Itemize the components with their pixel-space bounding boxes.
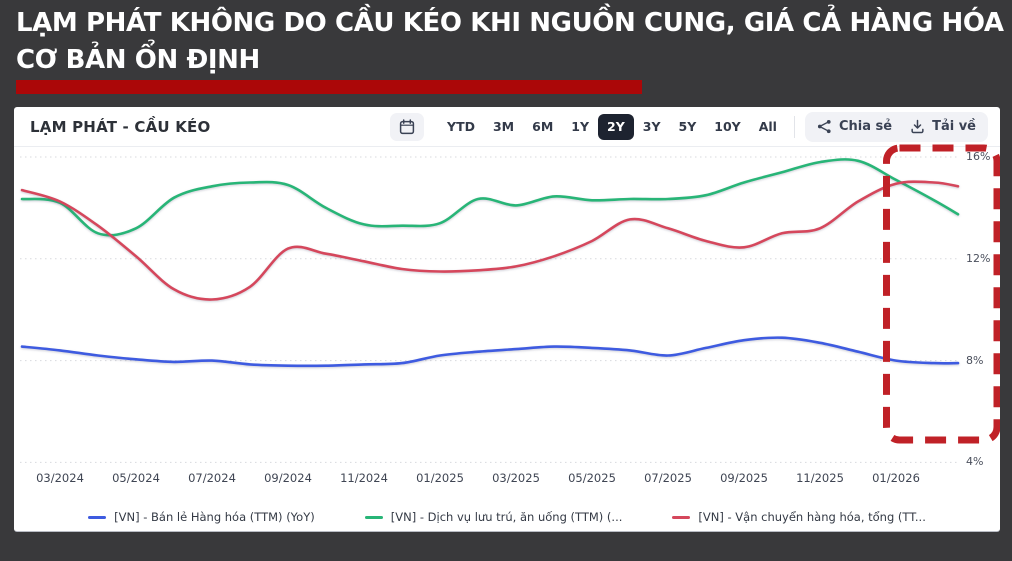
time-range-group: YTD 3M 6M 1Y 2Y 3Y 5Y 10Y All <box>438 113 786 140</box>
share-button[interactable]: Chia sẻ <box>817 119 892 134</box>
y-tick-label: 4% <box>966 455 984 468</box>
chart-panel-header: LẠM PHÁT - CẦU KÉO YTD 3M 6M 1Y 2Y 3Y 5Y 10Y All <box>14 107 1000 147</box>
download-button[interactable]: Tải về <box>910 119 976 134</box>
range-button-all[interactable]: All <box>750 114 786 140</box>
y-tick-label: 8% <box>966 354 984 367</box>
headline-underline-bar <box>16 80 642 94</box>
range-button-5y[interactable]: 5Y <box>670 114 706 140</box>
line-chart <box>20 144 1000 463</box>
legend-swatch <box>672 515 691 519</box>
x-tick-label: 07/2024 <box>188 471 236 485</box>
legend-swatch <box>88 515 107 519</box>
x-tick-label: 07/2025 <box>644 471 692 485</box>
x-tick-label: 09/2025 <box>720 471 768 485</box>
x-tick-label: 01/2025 <box>416 471 464 485</box>
legend-item-2[interactable]: [VN] - Vận chuyển hàng hóa, tổng (TT... <box>672 510 926 524</box>
legend-label: [VN] - Bán lẻ Hàng hóa (TTM) (YoY) <box>114 510 315 524</box>
range-button-6m[interactable]: 6M <box>523 114 562 140</box>
x-tick-label: 11/2024 <box>340 471 388 485</box>
chart-panel: LẠM PHÁT - CẦU KÉO YTD 3M 6M 1Y 2Y 3Y 5Y 10Y All <box>14 107 1000 532</box>
range-button-3m[interactable]: 3M <box>484 114 523 140</box>
x-tick-label: 09/2024 <box>264 471 312 485</box>
download-icon <box>910 119 925 134</box>
legend-label: [VN] - Vận chuyển hàng hóa, tổng (TT... <box>698 510 926 524</box>
calendar-button[interactable] <box>390 112 425 141</box>
y-tick-label: 12% <box>966 252 991 265</box>
x-tick-label: 11/2025 <box>796 471 844 485</box>
series-line-2 <box>20 180 960 301</box>
x-tick-label: 05/2024 <box>112 471 160 485</box>
x-tick-label: 03/2025 <box>492 471 540 485</box>
share-download-group: Chia sẻ Tải về <box>804 111 988 142</box>
range-button-1y[interactable]: 1Y <box>562 114 598 140</box>
series-line-1 <box>20 158 960 237</box>
range-button-ytd[interactable]: YTD <box>438 114 484 140</box>
share-button-label: Chia sẻ <box>838 119 893 134</box>
range-button-3y[interactable]: 3Y <box>634 114 670 140</box>
page-title: LẠM PHÁT KHÔNG DO CẦU KÉO KHI NGUỒN CUNG… <box>16 8 1004 75</box>
download-button-label: Tải về <box>932 119 976 134</box>
range-button-10y[interactable]: 10Y <box>705 114 749 140</box>
legend-label: [VN] - Dịch vụ lưu trú, ăn uống (TTM) (.… <box>390 510 623 524</box>
highlight-dashed-rect <box>883 144 1000 444</box>
series-line-0 <box>20 336 960 368</box>
chart-title: LẠM PHÁT - CẦU KÉO <box>30 117 211 136</box>
x-tick-label: 05/2025 <box>568 471 616 485</box>
y-tick-label: 16% <box>966 150 991 163</box>
legend-item-0[interactable]: [VN] - Bán lẻ Hàng hóa (TTM) (YoY) <box>88 510 315 524</box>
toolbar-divider <box>793 115 795 138</box>
x-tick-label: 01/2026 <box>872 471 920 485</box>
share-icon <box>817 119 832 134</box>
range-button-2y[interactable]: 2Y <box>598 113 634 140</box>
legend-swatch <box>364 515 383 519</box>
chart-legend: [VN] - Bán lẻ Hàng hóa (TTM) (YoY) [VN] -… <box>14 510 1000 524</box>
x-tick-label: 03/2024 <box>36 471 84 485</box>
calendar-icon <box>399 118 415 135</box>
legend-item-1[interactable]: [VN] - Dịch vụ lưu trú, ăn uống (TTM) (.… <box>364 510 623 524</box>
